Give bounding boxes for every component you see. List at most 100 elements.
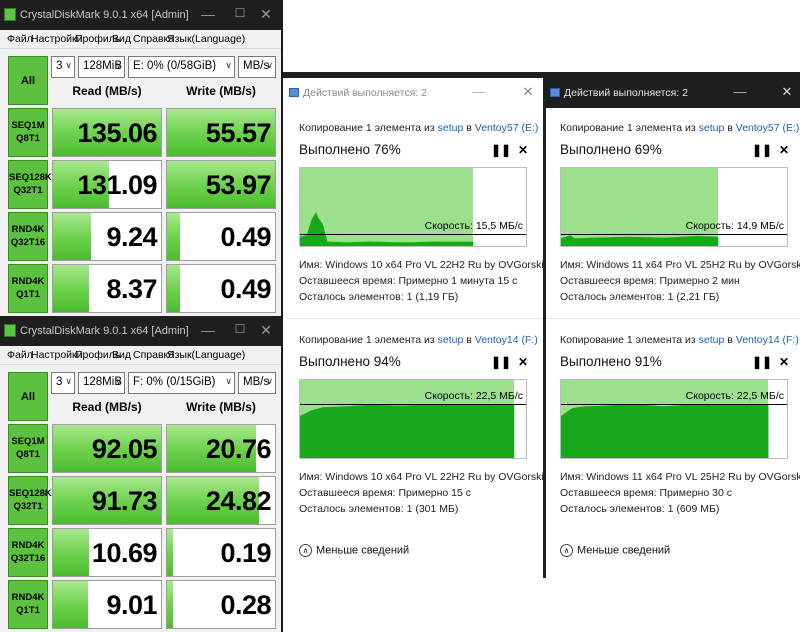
test-rnd4k-q32t16-button[interactable]: RND4K Q32T16 xyxy=(8,212,48,261)
crystaldiskmark-app-icon xyxy=(4,8,16,21)
close-icon[interactable]: ✕ xyxy=(781,84,793,99)
menu-profile[interactable]: Профиль xyxy=(75,33,121,45)
menu-file[interactable]: Файл xyxy=(7,349,33,361)
progress-percent: Выполнено 94% xyxy=(299,354,401,369)
minimize-icon[interactable]: — xyxy=(733,84,747,99)
dialog-titlebar[interactable]: Действий выполняется: 2 — ✕ xyxy=(546,78,800,108)
pause-icon[interactable]: ❚❚ xyxy=(491,143,512,157)
unit-select[interactable]: MB/s ∨ xyxy=(238,372,276,394)
unit-value: MB/s xyxy=(243,60,270,72)
source-folder-link[interactable]: setup xyxy=(437,334,464,346)
speed-history-chart xyxy=(561,404,769,458)
write-result-cell: 0.19 xyxy=(166,528,276,577)
source-folder-link[interactable]: setup xyxy=(437,122,464,134)
minimize-icon[interactable]: — xyxy=(201,322,215,338)
maximize-icon[interactable]: ☐ xyxy=(234,6,246,20)
test-name: RND4K xyxy=(11,592,45,603)
cdm-titlebar[interactable]: CrystalDiskMark 9.0.1 x64 [Admin] — ☐ ✕ xyxy=(0,0,281,30)
read-bar xyxy=(53,213,91,260)
dialog-titlebar[interactable]: Действий выполняется: 2 — ✕ xyxy=(285,78,543,108)
dialog-title: Действий выполняется: 2 xyxy=(564,87,688,99)
close-icon[interactable]: ✕ xyxy=(522,84,534,99)
read-value: 135.06 xyxy=(77,118,157,148)
drive-select[interactable]: F: 0% (0/15GiB) ∨ xyxy=(128,372,235,394)
close-icon[interactable]: ✕ xyxy=(260,6,272,22)
read-value: 10.69 xyxy=(91,538,158,568)
size-select[interactable]: 128MiB ∨ xyxy=(78,372,125,394)
cancel-icon[interactable]: ✕ xyxy=(518,143,529,157)
minimize-icon[interactable]: — xyxy=(472,84,486,99)
read-bar xyxy=(53,529,89,576)
fewer-details-toggle[interactable]: ∧ Меньше сведений xyxy=(560,544,670,557)
destination-drive-link[interactable]: Ventoy57 (E:) xyxy=(474,122,539,134)
test-rnd4k-q1t1-button[interactable]: RND4K Q1T1 xyxy=(8,580,48,629)
write-value: 20.76 xyxy=(205,434,272,464)
fewer-details-label: Меньше сведений xyxy=(316,544,410,557)
test-seq1m-q8t1-button[interactable]: SEQ1M Q8T1 xyxy=(8,424,48,473)
copy-text: Копирование 1 элемента из xyxy=(299,334,438,346)
time-remaining: Оставшееся время: Примерно 1 минута 15 с xyxy=(299,275,518,287)
pause-icon[interactable]: ❚❚ xyxy=(752,143,773,157)
desktop-strip xyxy=(283,72,800,78)
cancel-icon[interactable]: ✕ xyxy=(779,355,790,369)
source-folder-link[interactable]: setup xyxy=(698,122,725,134)
menu-help[interactable]: Справка xyxy=(133,349,175,361)
speed-graph: Скорость: 14,9 МБ/с xyxy=(560,167,788,247)
test-queue: Q8T1 xyxy=(16,449,40,460)
cancel-icon[interactable]: ✕ xyxy=(779,143,790,157)
menu-file[interactable]: Файл xyxy=(7,33,33,45)
count-select[interactable]: 3 ∨ xyxy=(51,56,75,78)
chevron-down-icon: ∨ xyxy=(266,60,273,70)
close-icon[interactable]: ✕ xyxy=(260,322,272,338)
copy-text-to: в xyxy=(463,122,475,134)
copy-source-line: Копирование 1 элемента из setup в Ventoy… xyxy=(299,122,538,134)
count-select[interactable]: 3 ∨ xyxy=(51,372,75,394)
test-seq128k-q32t1-button[interactable]: SEQ128K Q32T1 xyxy=(8,160,52,209)
test-rnd4k-q1t1-button[interactable]: RND4K Q1T1 xyxy=(8,264,48,313)
unit-select[interactable]: MB/s ∨ xyxy=(238,56,276,78)
menu-profile[interactable]: Профиль xyxy=(75,349,121,361)
test-name: SEQ128K xyxy=(9,488,52,499)
speed-label: Скорость: 15,5 МБ/с xyxy=(424,219,523,232)
write-header: Write (MB/s) xyxy=(186,84,256,98)
test-rnd4k-q32t16-button[interactable]: RND4K Q32T16 xyxy=(8,528,48,577)
chevron-down-icon: ∨ xyxy=(65,60,72,70)
size-select[interactable]: 128MiB ∨ xyxy=(78,56,125,78)
maximize-icon[interactable]: ☐ xyxy=(234,322,246,336)
read-result-cell: 8.37 xyxy=(52,264,162,313)
speed-graph: Скорость: 22,5 МБ/с xyxy=(560,379,788,459)
pause-icon[interactable]: ❚❚ xyxy=(491,355,512,369)
pause-icon[interactable]: ❚❚ xyxy=(752,355,773,369)
test-queue: Q1T1 xyxy=(16,605,40,616)
destination-drive-link[interactable]: Ventoy14 (F:) xyxy=(474,334,538,346)
source-folder-link[interactable]: setup xyxy=(698,334,725,346)
write-value: 53.97 xyxy=(205,170,272,200)
write-value: 0.19 xyxy=(220,538,271,568)
chevron-down-icon: ∨ xyxy=(225,60,232,70)
minimize-icon[interactable]: — xyxy=(201,6,215,22)
test-seq128k-q32t1-button[interactable]: SEQ128K Q32T1 xyxy=(8,476,52,525)
menu-settings[interactable]: Настройки xyxy=(31,349,83,361)
menu-language[interactable]: Язык(Language) xyxy=(167,349,246,361)
menu-help[interactable]: Справка xyxy=(133,33,175,45)
destination-drive-link[interactable]: Ventoy14 (F:) xyxy=(735,334,799,346)
test-name: RND4K xyxy=(11,224,45,235)
cdm-window-1: CrystalDiskMark 9.0.1 x64 [Admin] — ☐ ✕ … xyxy=(0,0,283,316)
test-seq1m-q8t1-button[interactable]: SEQ1M Q8T1 xyxy=(8,108,48,157)
fewer-details-toggle[interactable]: ∧ Меньше сведений xyxy=(299,544,409,557)
write-result-cell: 20.76 xyxy=(166,424,276,473)
all-button[interactable]: All xyxy=(8,56,48,105)
cdm-titlebar[interactable]: CrystalDiskMark 9.0.1 x64 [Admin] — ☐ ✕ xyxy=(0,316,281,346)
dialog-title: Действий выполняется: 2 xyxy=(303,87,427,99)
all-button[interactable]: All xyxy=(8,372,48,421)
read-result-cell: 9.24 xyxy=(52,212,162,261)
menu-view[interactable]: Вид xyxy=(112,349,131,361)
menu-settings[interactable]: Настройки xyxy=(31,33,83,45)
menu-view[interactable]: Вид xyxy=(112,33,131,45)
window-gap xyxy=(543,78,546,578)
menu-language[interactable]: Язык(Language) xyxy=(167,33,246,45)
destination-drive-link[interactable]: Ventoy57 (E:) xyxy=(735,122,800,134)
drive-select[interactable]: E: 0% (0/58GiB) ∨ xyxy=(128,56,235,78)
read-bar xyxy=(53,581,88,628)
cancel-icon[interactable]: ✕ xyxy=(518,355,529,369)
